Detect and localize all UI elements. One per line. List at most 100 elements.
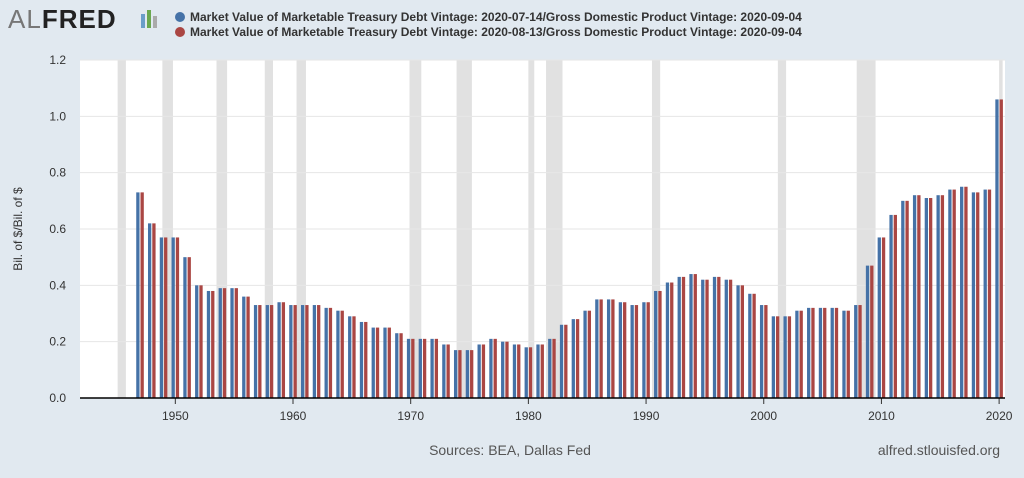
bar bbox=[634, 305, 639, 398]
bar bbox=[681, 276, 686, 398]
bar bbox=[340, 310, 344, 398]
bar bbox=[583, 310, 587, 398]
bar bbox=[564, 324, 568, 398]
source: Sources: BEA, Dallas Fed bbox=[429, 442, 591, 458]
bar bbox=[175, 237, 180, 398]
bar bbox=[183, 257, 187, 398]
bar bbox=[646, 302, 650, 398]
bar bbox=[623, 302, 627, 398]
bar bbox=[870, 265, 874, 398]
y-axis-label: Bil. of $/Bil. of $ bbox=[11, 187, 25, 271]
bar bbox=[924, 198, 929, 398]
bar bbox=[481, 344, 486, 398]
bar bbox=[159, 237, 164, 398]
logo-icon bbox=[141, 14, 145, 28]
bar bbox=[889, 214, 893, 398]
logo-part: FRED bbox=[42, 4, 117, 34]
y-tick-label: 0.8 bbox=[49, 166, 66, 180]
bar bbox=[881, 237, 886, 398]
bar bbox=[818, 307, 823, 398]
bar bbox=[493, 338, 497, 398]
bar bbox=[575, 319, 580, 398]
bar bbox=[936, 195, 940, 398]
bar bbox=[752, 293, 756, 398]
bar bbox=[799, 310, 803, 398]
bar bbox=[442, 344, 446, 398]
bar bbox=[446, 344, 450, 398]
bar bbox=[528, 347, 533, 398]
bar bbox=[540, 344, 544, 398]
bar bbox=[348, 316, 352, 398]
x-tick-label: 1970 bbox=[397, 409, 424, 423]
bar bbox=[328, 307, 333, 398]
y-tick-label: 0.0 bbox=[49, 391, 66, 405]
bar bbox=[670, 282, 674, 398]
bar bbox=[222, 288, 227, 398]
bar bbox=[317, 305, 321, 398]
y-tick-label: 0.4 bbox=[49, 278, 66, 292]
bar bbox=[269, 305, 274, 398]
logo-part: AL bbox=[8, 4, 42, 34]
logo: ALFRED bbox=[8, 4, 117, 34]
bar bbox=[458, 350, 462, 398]
legend-marker bbox=[175, 12, 185, 22]
bar bbox=[501, 341, 505, 398]
bar bbox=[928, 198, 933, 398]
x-tick-label: 2000 bbox=[750, 409, 777, 423]
x-tick-label: 1960 bbox=[280, 409, 307, 423]
bar bbox=[893, 214, 897, 398]
bar bbox=[960, 186, 964, 398]
bar bbox=[187, 257, 191, 398]
bar bbox=[665, 282, 670, 398]
y-tick-label: 1.2 bbox=[49, 53, 66, 67]
bar bbox=[477, 344, 481, 398]
bar bbox=[265, 305, 269, 398]
bar bbox=[823, 307, 827, 398]
bar bbox=[987, 189, 992, 398]
bar bbox=[242, 296, 246, 398]
legend-label: Market Value of Marketable Treasury Debt… bbox=[190, 25, 802, 39]
bar bbox=[618, 302, 623, 398]
bar bbox=[422, 338, 427, 398]
bar bbox=[940, 195, 945, 398]
logo-icon bbox=[153, 16, 157, 28]
bar bbox=[364, 321, 368, 398]
bar bbox=[289, 305, 293, 398]
bar bbox=[430, 338, 434, 398]
bar bbox=[795, 310, 799, 398]
bar bbox=[465, 350, 470, 398]
bar bbox=[952, 189, 956, 398]
bar bbox=[147, 223, 152, 398]
bar bbox=[693, 274, 697, 398]
bar bbox=[246, 296, 250, 398]
bar bbox=[152, 223, 156, 398]
bar bbox=[717, 276, 721, 398]
bar bbox=[453, 350, 458, 398]
bar bbox=[783, 316, 787, 398]
logo-icon bbox=[147, 10, 151, 28]
bar bbox=[434, 338, 439, 398]
bar bbox=[834, 307, 839, 398]
bar bbox=[548, 338, 552, 398]
bar bbox=[470, 350, 474, 398]
site: alfred.stlouisfed.org bbox=[878, 442, 1000, 458]
bar bbox=[293, 305, 297, 398]
bar bbox=[606, 299, 611, 398]
bar bbox=[489, 338, 493, 398]
bar bbox=[995, 99, 999, 398]
bar bbox=[305, 305, 309, 398]
bar bbox=[395, 333, 399, 398]
bar bbox=[759, 305, 764, 398]
bar bbox=[787, 316, 792, 398]
bar bbox=[654, 290, 658, 398]
y-tick-label: 0.2 bbox=[49, 335, 66, 349]
bar bbox=[352, 316, 356, 398]
legend-label: Market Value of Marketable Treasury Debt… bbox=[190, 10, 802, 24]
bar bbox=[312, 305, 317, 398]
bar bbox=[218, 288, 222, 398]
bar bbox=[642, 302, 646, 398]
bar bbox=[164, 237, 168, 398]
bar bbox=[140, 192, 144, 398]
bar bbox=[748, 293, 752, 398]
